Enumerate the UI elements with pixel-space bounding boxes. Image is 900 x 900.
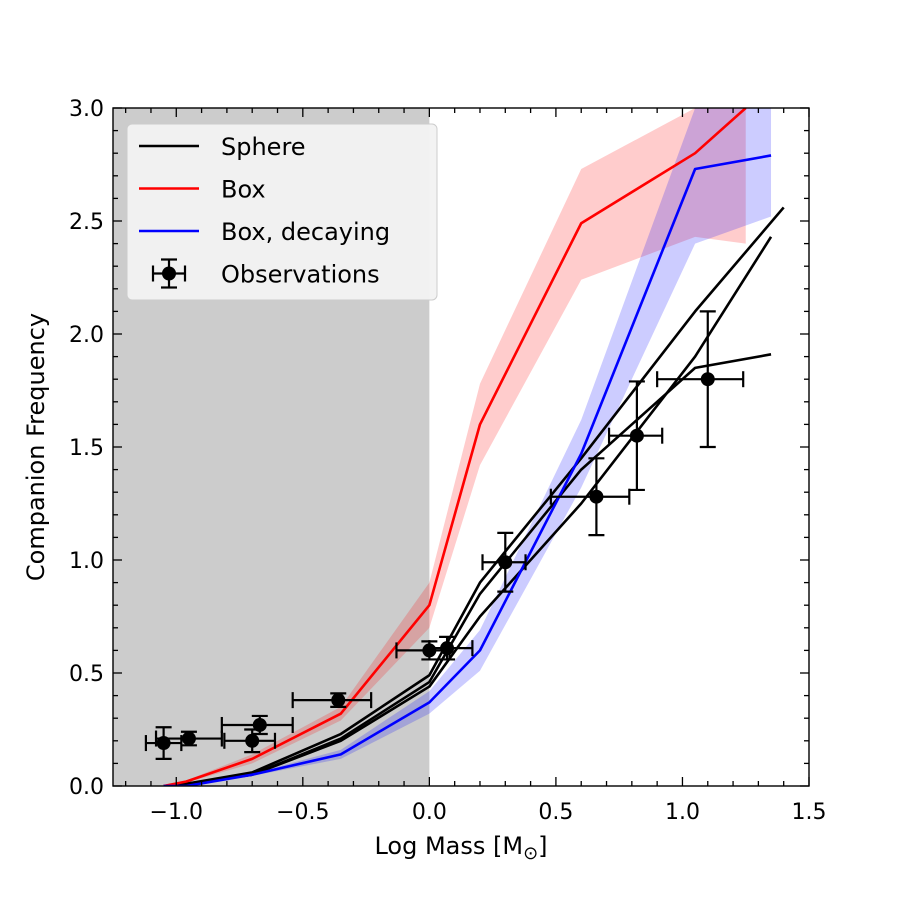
legend-item-box-decaying: Box, decaying — [139, 218, 390, 246]
observation-point-4 — [291, 692, 373, 709]
tick-label-layer: −1.0 −0.5 0.0 0.5 1.0 1.5 0.0 0.5 1.0 1.5 2.0 2.5 3.… — [69, 97, 827, 825]
observation-point-7 — [481, 531, 527, 593]
band-box — [163, 108, 746, 786]
x-tick-label: 1.0 — [665, 800, 700, 825]
series-line-layer — [163, 108, 785, 786]
observations-layer — [144, 310, 745, 760]
x-axis-label: Log Mass [M⊙] — [374, 832, 547, 864]
legend-label: Observations — [221, 261, 380, 289]
y-axis-label: Companion Frequency — [22, 313, 50, 581]
x-axis-label-sub: ⊙ — [523, 843, 538, 864]
observation-marker — [498, 555, 513, 570]
y-tick-label: 0.0 — [69, 775, 104, 800]
band-layer — [163, 108, 772, 786]
observation-marker — [440, 641, 455, 656]
x-tick-label: 1.5 — [792, 800, 827, 825]
y-tick-label: 3.0 — [69, 97, 104, 122]
observation-point-9 — [607, 380, 664, 492]
y-tick-label: 2.5 — [69, 210, 104, 235]
x-tick-label: −1.0 — [150, 800, 203, 825]
legend: Sphere Box Box, decaying Observations — [126, 123, 438, 301]
observation-marker — [331, 693, 346, 708]
y-tick-label: 0.5 — [69, 662, 104, 687]
observation-point-8 — [549, 457, 631, 537]
band-box-decaying — [163, 108, 772, 786]
observation-marker — [589, 489, 604, 504]
legend-item-box: Box — [139, 176, 266, 204]
legend-label: Box, decaying — [221, 218, 390, 246]
y-tick-label: 1.5 — [69, 436, 104, 461]
series-line-box-decaying-4 — [163, 154, 772, 786]
legend-box — [126, 123, 438, 301]
x-axis-label-main: Log Mass [M — [374, 832, 523, 860]
observation-marker — [629, 428, 644, 443]
legend-label: Box — [221, 176, 266, 204]
x-tick-label: −0.5 — [276, 800, 329, 825]
legend-label: Sphere — [221, 133, 306, 161]
series-line-box-3 — [163, 108, 747, 786]
observation-point-1 — [154, 730, 223, 747]
x-axis-label-close: ] — [538, 832, 547, 860]
observation-point-3 — [220, 714, 294, 736]
observation-marker — [181, 731, 196, 746]
observation-marker — [245, 733, 260, 748]
observation-marker — [700, 372, 715, 387]
series-line-sphere-2 — [163, 236, 773, 786]
x-tick-label: 0.5 — [538, 800, 573, 825]
tick-layer — [113, 107, 810, 787]
y-tick-label: 2.0 — [69, 323, 104, 348]
legend-item-observations: Observations — [151, 258, 380, 289]
x-tick-label: 0.0 — [412, 800, 447, 825]
observation-point-2 — [223, 728, 277, 754]
observation-point-10 — [656, 310, 745, 449]
observation-point-6 — [428, 635, 474, 661]
legend-swatch-marker — [162, 266, 176, 281]
observation-marker — [252, 717, 267, 732]
legend-item-sphere: Sphere — [139, 133, 306, 161]
y-tick-label: 1.0 — [69, 549, 104, 574]
